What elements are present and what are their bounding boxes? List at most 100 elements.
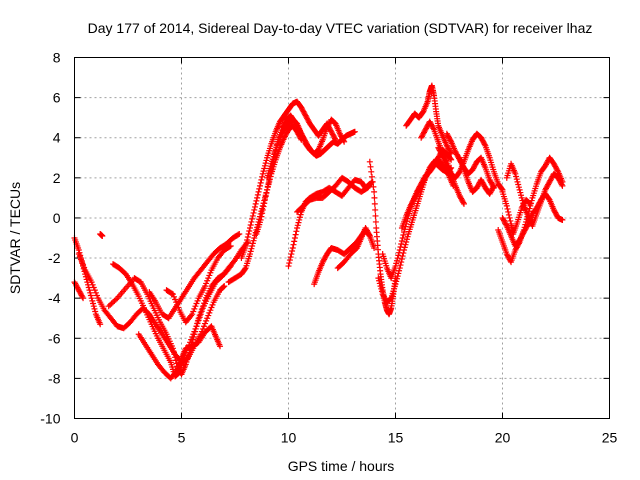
data-point bbox=[513, 176, 520, 183]
data-point bbox=[193, 323, 200, 330]
data-point bbox=[438, 151, 445, 158]
data-point bbox=[371, 194, 378, 201]
data-point bbox=[518, 192, 525, 199]
data-point bbox=[188, 312, 195, 319]
x-axis-label: GPS time / hours bbox=[288, 458, 395, 474]
data-point bbox=[372, 212, 379, 219]
data-point bbox=[258, 176, 265, 183]
data-point bbox=[527, 202, 534, 209]
data-point bbox=[259, 210, 266, 217]
data-point bbox=[296, 214, 303, 221]
data-point bbox=[498, 185, 505, 192]
data-point bbox=[393, 257, 400, 264]
series-track-19 bbox=[375, 158, 455, 306]
data-point bbox=[504, 205, 511, 212]
data-point bbox=[398, 241, 405, 248]
data-point bbox=[89, 281, 96, 288]
data-point bbox=[393, 260, 400, 267]
data-point bbox=[257, 216, 264, 223]
data-point bbox=[368, 173, 375, 180]
data-point bbox=[515, 184, 522, 191]
data-point bbox=[341, 138, 348, 145]
data-point bbox=[172, 296, 179, 303]
data-point bbox=[199, 325, 206, 332]
data-point bbox=[249, 240, 256, 247]
data-point bbox=[198, 308, 205, 315]
data-point bbox=[248, 245, 255, 252]
data-point bbox=[293, 228, 300, 235]
data-point bbox=[246, 251, 253, 258]
y-tick-label: -10 bbox=[40, 411, 60, 427]
y-axis-label: SDTVAR / TECUs bbox=[7, 182, 23, 294]
data-point bbox=[369, 178, 376, 185]
data-point bbox=[366, 158, 373, 165]
data-point bbox=[173, 299, 180, 306]
data-point bbox=[191, 328, 198, 335]
data-point bbox=[263, 157, 270, 164]
data-point bbox=[286, 257, 293, 264]
data-point bbox=[194, 297, 201, 304]
data-point bbox=[207, 269, 214, 276]
data-point bbox=[525, 208, 532, 215]
data-point bbox=[395, 270, 402, 277]
data-point bbox=[387, 295, 394, 302]
x-tick-label: 25 bbox=[602, 430, 618, 446]
data-point bbox=[526, 205, 533, 212]
data-point bbox=[377, 283, 384, 290]
data-point bbox=[264, 183, 271, 190]
data-point bbox=[559, 178, 566, 185]
data-point bbox=[86, 287, 93, 294]
data-point bbox=[370, 183, 377, 190]
data-point bbox=[91, 287, 98, 294]
data-point bbox=[259, 206, 266, 213]
data-point bbox=[206, 272, 213, 279]
data-point bbox=[460, 199, 467, 206]
data-point bbox=[503, 202, 510, 209]
series-track-10 bbox=[225, 122, 305, 286]
data-point bbox=[398, 256, 405, 263]
data-point bbox=[172, 354, 179, 361]
data-point bbox=[513, 173, 520, 180]
data-point bbox=[220, 283, 227, 290]
data-point bbox=[393, 278, 400, 285]
data-point bbox=[254, 191, 261, 198]
data-point bbox=[396, 267, 403, 274]
data-point bbox=[203, 317, 210, 324]
series-track-21 bbox=[398, 156, 457, 231]
data-point bbox=[247, 221, 254, 228]
data-point bbox=[204, 277, 211, 284]
data-point bbox=[490, 184, 497, 191]
data-point bbox=[77, 256, 84, 263]
data-point bbox=[372, 206, 379, 213]
data-point bbox=[249, 243, 256, 250]
series-track-1 bbox=[71, 235, 104, 328]
series-track-4 bbox=[75, 251, 228, 366]
data-point bbox=[81, 264, 88, 271]
data-point bbox=[430, 125, 437, 132]
data-point bbox=[402, 241, 409, 248]
y-tick-label: -6 bbox=[48, 330, 61, 346]
series-track-11 bbox=[238, 98, 339, 262]
data-point bbox=[375, 275, 382, 282]
data-point bbox=[289, 248, 296, 255]
data-point bbox=[506, 214, 513, 221]
data-point bbox=[236, 230, 243, 237]
data-point bbox=[261, 162, 268, 169]
data-point bbox=[376, 277, 383, 284]
y-tick-label: 6 bbox=[53, 90, 61, 106]
data-point bbox=[203, 280, 210, 287]
data-point bbox=[287, 254, 294, 261]
data-point bbox=[251, 235, 258, 241]
data-point bbox=[516, 186, 523, 193]
data-point bbox=[80, 261, 87, 268]
data-point bbox=[260, 203, 267, 210]
data-point bbox=[559, 216, 566, 223]
data-point bbox=[524, 222, 531, 229]
data-point bbox=[404, 233, 411, 240]
data-point bbox=[188, 336, 195, 343]
data-point bbox=[246, 224, 253, 231]
data-point bbox=[209, 301, 216, 308]
data-point bbox=[507, 217, 514, 224]
data-point bbox=[202, 320, 209, 327]
data-point bbox=[196, 314, 203, 321]
